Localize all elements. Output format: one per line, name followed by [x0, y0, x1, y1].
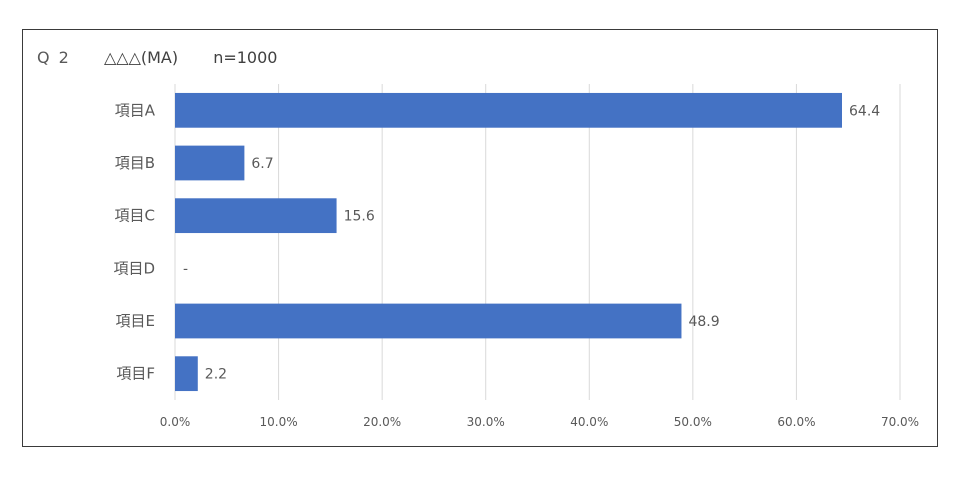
category-label: 項目A [115, 101, 156, 119]
x-tick-label: 20.0% [363, 415, 401, 429]
x-tick-label: 10.0% [260, 415, 298, 429]
x-tick-label: 70.0% [881, 415, 919, 429]
question-title: △△△(MA) [103, 48, 179, 67]
x-tick-label: 40.0% [570, 415, 608, 429]
data-label: 6.7 [251, 156, 273, 172]
data-label: 64.4 [849, 103, 880, 119]
x-tick-label: 30.0% [467, 415, 505, 429]
data-label: 2.2 [205, 367, 227, 383]
bar [175, 92, 842, 128]
bar [175, 198, 337, 234]
data-label: 48.9 [688, 314, 719, 330]
data-label: - [183, 261, 188, 277]
question-number: Q 2 [37, 48, 71, 67]
category-label: 項目D [113, 259, 155, 277]
category-label: 項目F [116, 365, 155, 383]
x-tick-label: 0.0% [160, 415, 191, 429]
bar [175, 303, 682, 339]
category-label: 項目B [115, 154, 155, 172]
bar [175, 356, 198, 392]
chart-header: Q 2 △△△(MA) n=1000 [37, 48, 277, 70]
data-label: 15.6 [344, 209, 375, 225]
x-tick-label: 50.0% [674, 415, 712, 429]
category-label: 項目C [115, 207, 155, 225]
bar [175, 145, 245, 181]
sample-size: n=1000 [213, 48, 278, 67]
category-label: 項目E [116, 312, 155, 330]
x-tick-label: 60.0% [777, 415, 815, 429]
